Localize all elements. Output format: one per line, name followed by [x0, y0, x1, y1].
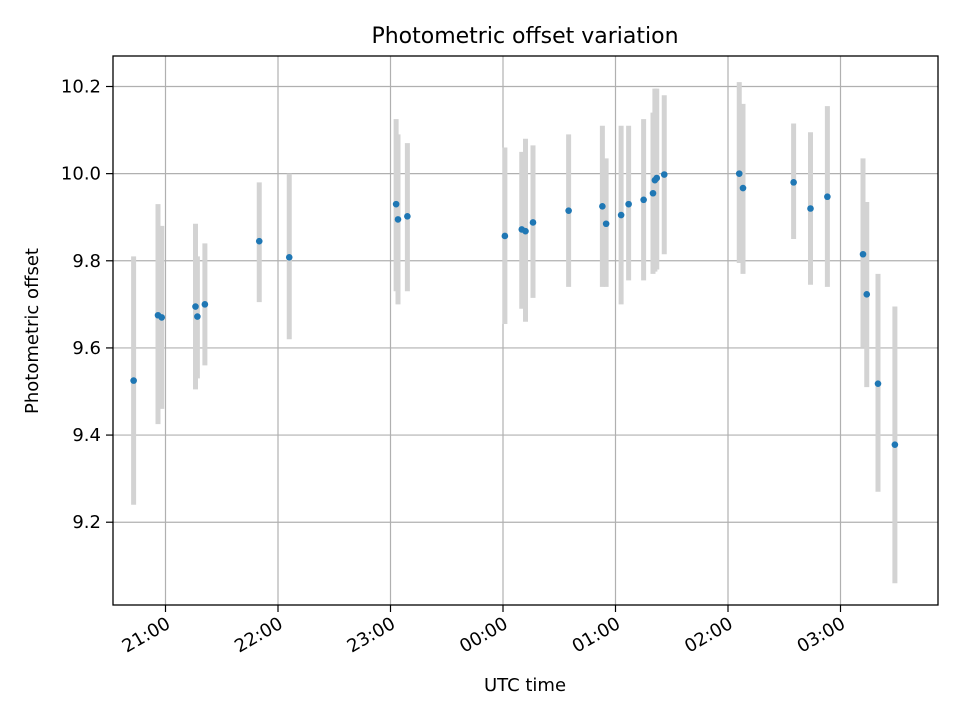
- data-point: [201, 301, 209, 308]
- data-point: [891, 441, 899, 448]
- point-layer: [130, 170, 899, 448]
- data-point: [807, 205, 814, 212]
- data-point: [874, 380, 882, 387]
- data-point: [599, 203, 606, 210]
- data-point: [158, 314, 166, 321]
- data-point: [660, 171, 668, 178]
- y-axis-label: Photometric offset: [22, 248, 43, 414]
- y-tick-label: 10.2: [61, 77, 101, 98]
- data-point: [653, 174, 661, 182]
- data-point: [501, 232, 509, 240]
- data-point: [565, 207, 572, 214]
- data-point: [529, 219, 537, 226]
- data-point: [192, 303, 199, 310]
- data-point: [649, 189, 657, 197]
- data-point: [859, 250, 867, 258]
- x-axis-label: UTC time: [484, 675, 566, 696]
- data-point: [194, 313, 201, 320]
- grid-layer: [113, 56, 938, 605]
- plot-frame: [112, 55, 939, 606]
- data-point: [255, 237, 263, 245]
- data-point: [824, 193, 831, 201]
- data-point: [739, 184, 747, 192]
- data-point: [617, 211, 625, 219]
- y-tick-label: 9.4: [72, 425, 101, 446]
- y-tick-label: 9.8: [72, 251, 101, 272]
- data-point: [863, 291, 871, 298]
- data-point: [392, 200, 400, 208]
- data-point: [735, 170, 743, 177]
- data-point: [404, 213, 411, 220]
- data-point: [790, 179, 797, 186]
- data-point: [285, 253, 293, 261]
- data-point: [602, 220, 610, 228]
- y-tick-label: 10.0: [61, 164, 101, 185]
- y-tick-label: 9.2: [72, 512, 101, 533]
- data-point: [640, 196, 647, 204]
- data-point: [130, 377, 137, 384]
- data-point: [522, 227, 529, 235]
- y-tick-label: 9.6: [72, 338, 101, 359]
- data-point: [625, 200, 632, 208]
- data-point: [394, 216, 402, 223]
- chart-title: Photometric offset variation: [371, 24, 678, 49]
